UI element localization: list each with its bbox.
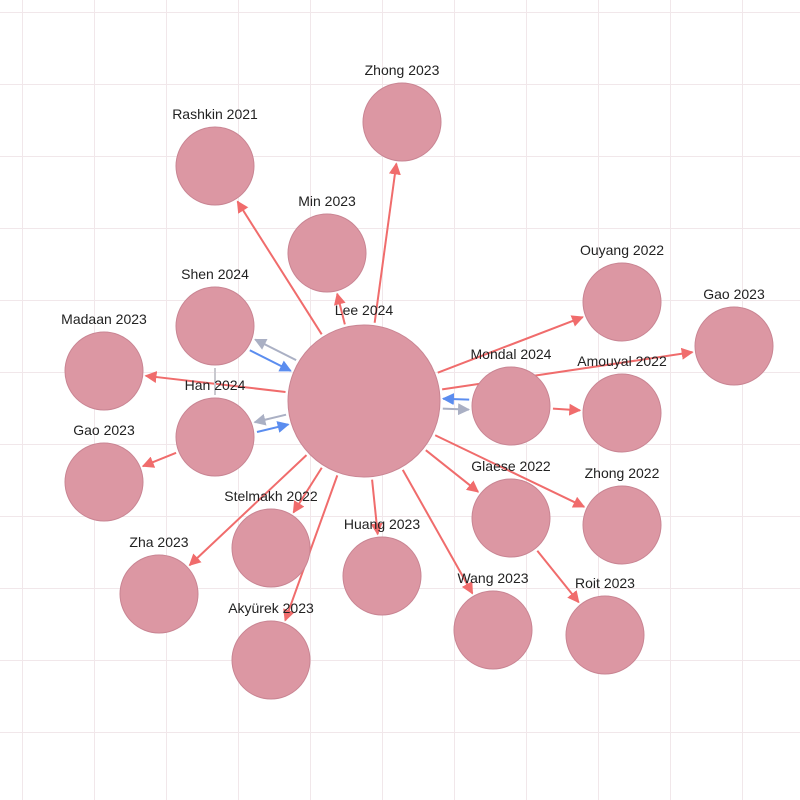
node-label: Madaan 2023 (61, 311, 147, 327)
edge-lee2024-to-wang2023 (401, 469, 474, 595)
edge-lee2024-to-zhong2023 (373, 162, 401, 323)
node-circle[interactable] (64, 442, 144, 522)
edge-lee2024-to-glaese2022 (425, 449, 480, 493)
edges-layer (141, 162, 694, 622)
node-circle[interactable] (471, 366, 551, 446)
node-akyurek2023[interactable]: Akyürek 2023 (228, 600, 314, 700)
node-circle[interactable] (694, 306, 774, 386)
node-huang2023[interactable]: Huang 2023 (342, 516, 422, 616)
node-wang2023[interactable]: Wang 2023 (453, 570, 533, 670)
edge-lee2024-to-min2023 (333, 292, 346, 325)
edge-glaese2022-to-roit2023 (536, 550, 580, 604)
node-label: Stelmakh 2022 (224, 488, 318, 504)
nodes-layer: Lee 2024 Zhong 2023 Rashkin 2021 Min 2023 Sh… (61, 62, 774, 700)
node-amouyal2022[interactable]: Amouyal 2022 (577, 353, 667, 453)
node-label: Zha 2023 (129, 534, 188, 550)
node-label: Zhong 2022 (585, 465, 660, 481)
node-circle[interactable] (287, 324, 441, 478)
node-circle[interactable] (64, 331, 144, 411)
node-circle[interactable] (175, 397, 255, 477)
edge-lee2024-to-shen2024 (254, 338, 297, 362)
node-madaan2023[interactable]: Madaan 2023 (61, 311, 147, 411)
edge-shen2024-to-lee2024 (249, 349, 292, 372)
edge-han2024-to-lee2024 (256, 421, 290, 433)
node-label: Han 2024 (185, 377, 246, 393)
node-circle[interactable] (471, 478, 551, 558)
edge-lee2024-to-stelmakh2022 (292, 467, 323, 514)
node-gao2023b[interactable]: Gao 2023 (694, 286, 774, 386)
node-label: Lee 2024 (335, 302, 394, 318)
edge-lee2024-to-zha2023 (188, 454, 308, 567)
edge-lee2024-to-akyurek2023 (283, 475, 339, 622)
node-label: Zhong 2023 (365, 62, 440, 78)
edge-lee2024-to-mondal2024 (442, 403, 471, 416)
node-label: Huang 2023 (344, 516, 421, 532)
node-label: Gao 2023 (73, 422, 135, 438)
node-label: Amouyal 2022 (577, 353, 667, 369)
node-lee2024[interactable]: Lee 2024 (287, 302, 441, 478)
node-label: Glaese 2022 (471, 458, 551, 474)
node-roit2023[interactable]: Roit 2023 (565, 575, 645, 675)
node-glaese2022[interactable]: Glaese 2022 (471, 458, 551, 558)
node-label: Akyürek 2023 (228, 600, 314, 616)
node-han2024[interactable]: Han 2024 (175, 377, 255, 477)
node-zhong2023[interactable]: Zhong 2023 (362, 62, 442, 162)
node-label: Wang 2023 (457, 570, 528, 586)
node-ouyang2022[interactable]: Ouyang 2022 (580, 242, 664, 342)
edge-mondal2024-to-amouyal2022 (552, 403, 582, 416)
node-circle[interactable] (175, 286, 255, 366)
node-circle[interactable] (453, 590, 533, 670)
node-stelmakh2022[interactable]: Stelmakh 2022 (224, 488, 318, 588)
node-circle[interactable] (231, 508, 311, 588)
node-zhong2022[interactable]: Zhong 2022 (582, 465, 662, 565)
node-circle[interactable] (287, 213, 367, 293)
node-label: Min 2023 (298, 193, 356, 209)
node-circle[interactable] (231, 620, 311, 700)
node-circle[interactable] (582, 262, 662, 342)
node-label: Rashkin 2021 (172, 106, 258, 122)
node-circle[interactable] (362, 82, 442, 162)
node-circle[interactable] (582, 485, 662, 565)
node-gao2023a[interactable]: Gao 2023 (64, 422, 144, 522)
node-mondal2024[interactable]: Mondal 2024 (471, 346, 552, 446)
node-rashkin2021[interactable]: Rashkin 2021 (172, 106, 258, 206)
node-circle[interactable] (565, 595, 645, 675)
node-circle[interactable] (119, 554, 199, 634)
node-zha2023[interactable]: Zha 2023 (119, 534, 199, 634)
node-label: Ouyang 2022 (580, 242, 664, 258)
node-label: Roit 2023 (575, 575, 635, 591)
node-circle[interactable] (342, 536, 422, 616)
edge-mondal2024-to-lee2024 (441, 393, 470, 406)
node-min2023[interactable]: Min 2023 (287, 193, 367, 293)
edge-lee2024-to-zhong2022 (434, 434, 586, 508)
edge-han2024-to-gao2023a (141, 451, 177, 468)
edge-lee2024-to-ouyang2022 (437, 315, 584, 374)
node-shen2024[interactable]: Shen 2024 (175, 266, 255, 366)
edge-lee2024-to-han2024 (253, 413, 287, 426)
node-circle[interactable] (582, 373, 662, 453)
edge-lee2024-to-huang2023 (370, 479, 383, 536)
node-label: Mondal 2024 (471, 346, 552, 362)
node-label: Shen 2024 (181, 266, 249, 282)
node-label: Gao 2023 (703, 286, 765, 302)
node-circle[interactable] (175, 126, 255, 206)
edge-lee2024-to-rashkin2021 (236, 200, 323, 335)
